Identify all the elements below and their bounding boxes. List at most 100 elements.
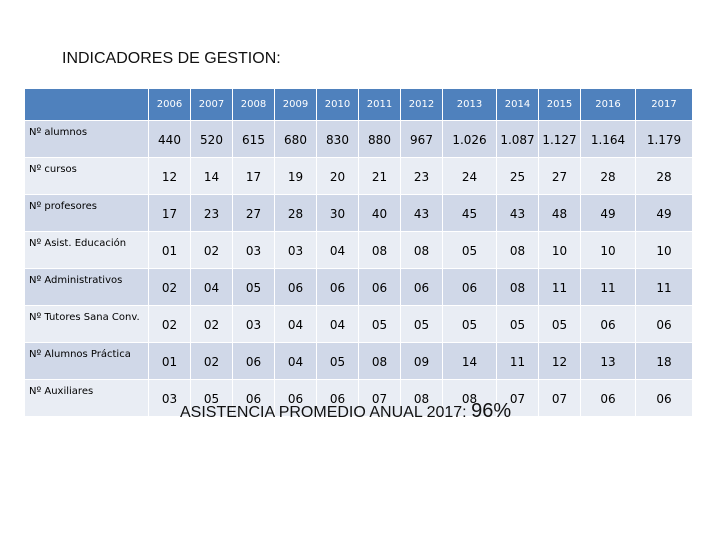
table-cell: 06 xyxy=(274,268,317,306)
table-cell: 20 xyxy=(316,157,359,195)
table-cell: 48 xyxy=(538,194,581,232)
table-cell: 11 xyxy=(580,268,636,306)
table-cell: 30 xyxy=(316,194,359,232)
table-cell: 04 xyxy=(190,268,233,306)
table-cell: 28 xyxy=(635,157,693,195)
table-cell: 06 xyxy=(580,379,636,417)
table-cell: 01 xyxy=(148,231,191,269)
table-cell: 08 xyxy=(358,231,401,269)
header-corner xyxy=(24,88,149,121)
header-row: 2006 2007 2008 2009 2010 2011 2012 2013 … xyxy=(24,88,693,121)
table-cell: 49 xyxy=(580,194,636,232)
table-cell: 17 xyxy=(232,157,275,195)
table-cell: 11 xyxy=(635,268,693,306)
row-label: Nº Asist. Educación xyxy=(24,231,149,269)
table-cell: 08 xyxy=(496,268,539,306)
table-cell: 02 xyxy=(148,305,191,343)
table-cell: 11 xyxy=(496,342,539,380)
row-label: Nº profesores xyxy=(24,194,149,232)
table-cell: 615 xyxy=(232,120,275,158)
table-cell: 27 xyxy=(232,194,275,232)
table-cell: 49 xyxy=(635,194,693,232)
table-row: Nº Auxiliares 03 05 06 06 06 07 08 08 07 07 06 06 xyxy=(24,379,693,417)
year-header: 2009 xyxy=(274,88,317,121)
table-cell: 06 xyxy=(316,268,359,306)
table-cell: 06 xyxy=(635,305,693,343)
table-cell: 24 xyxy=(442,157,497,195)
table-cell: 02 xyxy=(148,268,191,306)
table-row: Nº Administrativos 02 04 05 06 06 06 06 06 08 11 11… xyxy=(24,268,693,306)
table-cell: 830 xyxy=(316,120,359,158)
table-cell: 21 xyxy=(358,157,401,195)
year-header: 2010 xyxy=(316,88,359,121)
table-cell: 07 xyxy=(496,379,539,417)
table-cell: 05 xyxy=(496,305,539,343)
table-cell: 05 xyxy=(190,379,233,417)
table-cell: 23 xyxy=(400,157,443,195)
table-cell: 12 xyxy=(148,157,191,195)
row-label: Nº cursos xyxy=(24,157,149,195)
table-cell: 01 xyxy=(148,342,191,380)
attendance-label: ASISTENCIA PROMEDIO ANUAL 2017: xyxy=(180,404,467,421)
table-cell: 04 xyxy=(316,305,359,343)
year-header: 2015 xyxy=(538,88,581,121)
year-header: 2016 xyxy=(580,88,636,121)
table-cell: 03 xyxy=(232,231,275,269)
table-cell: 05 xyxy=(316,342,359,380)
table-cell: 967 xyxy=(400,120,443,158)
table-cell: 08 xyxy=(442,379,497,417)
table-cell: 43 xyxy=(400,194,443,232)
table-cell: 05 xyxy=(400,305,443,343)
table-cell: 1.127 xyxy=(538,120,581,158)
table-cell: 680 xyxy=(274,120,317,158)
table-cell: 25 xyxy=(496,157,539,195)
table-cell: 14 xyxy=(442,342,497,380)
row-label: Nº Administrativos xyxy=(24,268,149,306)
table-cell: 05 xyxy=(442,305,497,343)
table-cell: 05 xyxy=(358,305,401,343)
table-cell: 03 xyxy=(232,305,275,343)
table-cell: 08 xyxy=(400,379,443,417)
table-cell: 1.179 xyxy=(635,120,693,158)
table-cell: 06 xyxy=(316,379,359,417)
table-row: Nº cursos 12 14 17 19 20 21 23 24 25 27 28 28 xyxy=(24,157,693,195)
table-cell: 02 xyxy=(190,231,233,269)
table-cell: 10 xyxy=(538,231,581,269)
table-cell: 23 xyxy=(190,194,233,232)
attendance-value: 96% xyxy=(471,400,512,422)
table-cell: 06 xyxy=(274,379,317,417)
table-cell: 43 xyxy=(496,194,539,232)
table-cell: 06 xyxy=(232,379,275,417)
table-cell: 06 xyxy=(400,268,443,306)
table-row: Nº profesores 17 23 27 28 30 40 43 45 43 48 49 49 xyxy=(24,194,693,232)
table-cell: 06 xyxy=(358,268,401,306)
year-header: 2017 xyxy=(635,88,693,121)
table-cell: 10 xyxy=(580,231,636,269)
table-cell: 06 xyxy=(635,379,693,417)
table-cell: 17 xyxy=(148,194,191,232)
table-cell: 05 xyxy=(232,268,275,306)
row-label: Nº Alumnos Práctica xyxy=(24,342,149,380)
table-cell: 04 xyxy=(274,305,317,343)
table-cell: 05 xyxy=(538,305,581,343)
table-cell: 02 xyxy=(190,342,233,380)
table-cell: 19 xyxy=(274,157,317,195)
table-cell: 18 xyxy=(635,342,693,380)
table-cell: 02 xyxy=(190,305,233,343)
table-cell: 12 xyxy=(538,342,581,380)
table-cell: 45 xyxy=(442,194,497,232)
year-header: 2007 xyxy=(190,88,233,121)
table-cell: 440 xyxy=(148,120,191,158)
table-row: Nº Asist. Educación 01 02 03 03 04 08 08 05 08 10 1… xyxy=(24,231,693,269)
table-cell: 1.087 xyxy=(496,120,539,158)
table-row: Nº Alumnos Práctica 01 02 06 04 05 08 09 14 11 12 1… xyxy=(24,342,693,380)
row-label: Nº Auxiliares xyxy=(24,379,149,417)
year-header: 2008 xyxy=(232,88,275,121)
table-cell: 11 xyxy=(538,268,581,306)
table-row: Nº alumnos 440 520 615 680 830 880 967 1.026 1.08… xyxy=(24,120,693,158)
table-cell: 13 xyxy=(580,342,636,380)
year-header: 2006 xyxy=(148,88,191,121)
table-cell: 28 xyxy=(274,194,317,232)
table-cell: 08 xyxy=(400,231,443,269)
table-cell: 06 xyxy=(580,305,636,343)
